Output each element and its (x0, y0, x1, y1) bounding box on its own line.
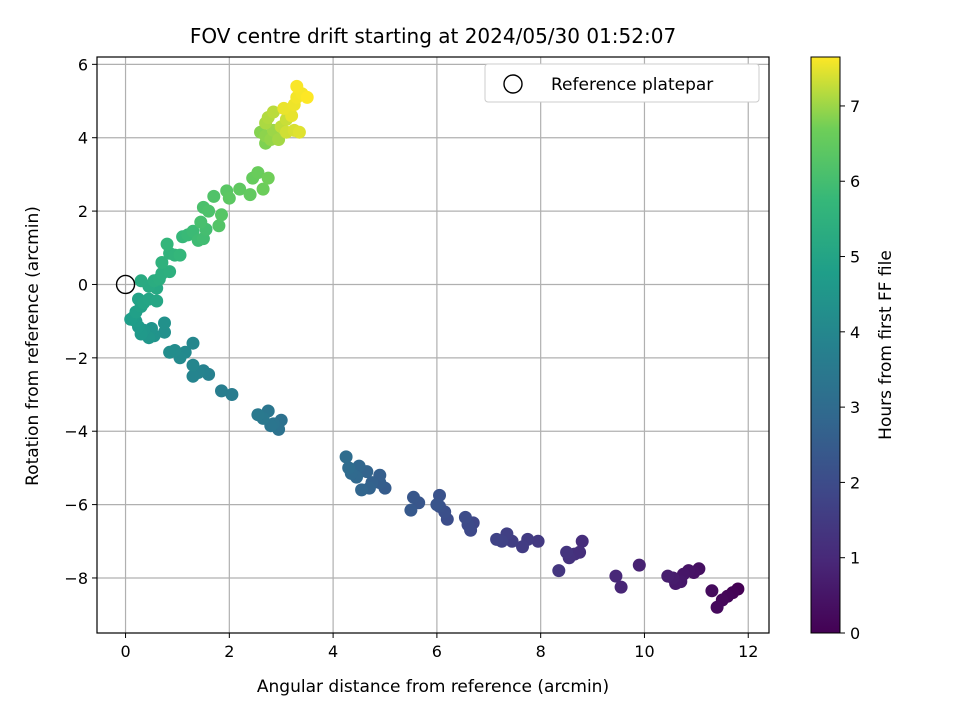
x-tick-label: 2 (224, 642, 234, 661)
data-point (355, 483, 369, 497)
data-point (552, 564, 566, 578)
data-point (215, 208, 228, 222)
data-point (560, 545, 574, 559)
data-point (222, 191, 236, 205)
data-point (173, 248, 187, 262)
data-point (710, 600, 724, 614)
x-tick-label: 8 (536, 642, 546, 661)
data-point (516, 540, 529, 554)
data-point (158, 316, 171, 330)
y-tick-label: 2 (78, 202, 88, 221)
data-point (212, 219, 226, 233)
data-point (300, 90, 314, 104)
grid-lines (97, 57, 769, 633)
data-point (155, 256, 169, 269)
data-point (609, 569, 623, 583)
x-tick-label: 4 (328, 642, 338, 661)
colorbar-tick-label: 0 (850, 624, 860, 643)
colorbar-tick-label: 4 (850, 323, 860, 342)
data-point (661, 569, 675, 583)
x-tick-label: 12 (738, 642, 758, 661)
colorbar-label: Hours from first FF file (876, 250, 896, 440)
data-point (251, 166, 265, 180)
colorbar (810, 56, 841, 634)
data-point (531, 534, 545, 548)
y-tick-label: 6 (78, 55, 88, 74)
y-tick-label: 4 (78, 129, 88, 148)
data-point (458, 510, 472, 524)
y-tick-label: −2 (64, 349, 88, 368)
legend: Reference platepar (484, 63, 760, 103)
legend-box (484, 63, 760, 103)
data-point (163, 265, 177, 279)
x-tick-label: 0 (120, 642, 130, 661)
colorbar-tick-label: 1 (850, 549, 860, 568)
x-tick-label: 10 (634, 642, 654, 661)
data-point (186, 336, 200, 350)
legend-label: Reference platepar (551, 75, 713, 95)
y-tick-label: −8 (64, 569, 88, 588)
x-axis-label: Angular distance from reference (arcmin) (257, 677, 609, 697)
data-point (233, 182, 247, 196)
data-point (632, 558, 646, 572)
data-point (158, 325, 171, 339)
data-point (160, 237, 174, 251)
y-tick-label: 0 (78, 275, 88, 294)
y-axis-label: Rotation from reference (arcmin) (23, 206, 43, 486)
data-point (225, 388, 239, 401)
data-point (404, 503, 418, 517)
legend-marker-icon (503, 74, 523, 94)
data-point (292, 125, 306, 139)
data-point (407, 490, 420, 504)
data-point (614, 580, 628, 594)
data-point (575, 534, 589, 548)
data-point (256, 182, 270, 196)
data-point (266, 105, 280, 119)
data-point (490, 532, 504, 546)
data-point (277, 101, 291, 115)
x-tick-label: 6 (432, 642, 442, 661)
data-point (215, 384, 228, 398)
y-tick-label: −4 (64, 422, 88, 441)
data-point (339, 450, 353, 464)
data-point (186, 369, 200, 383)
colorbar-tick-label: 2 (850, 473, 860, 492)
data-point (243, 188, 257, 202)
data-point (430, 498, 444, 512)
scatter-points (115, 79, 745, 614)
plot-frame (96, 56, 770, 634)
colorbar-tick-label: 6 (850, 172, 860, 191)
data-point (290, 79, 304, 93)
colorbar-tick-label: 5 (850, 248, 860, 267)
reference-point-marker (115, 274, 136, 295)
chart-title: FOV centre drift starting at 2024/05/30 … (190, 24, 676, 48)
data-point (202, 204, 216, 218)
colorbar-ticks: 0 1 2 3 4 5 6 7 (840, 97, 860, 643)
data-point (150, 294, 164, 308)
colorbar-tick-label: 7 (850, 97, 860, 116)
data-point (251, 408, 265, 422)
colorbar-tick-label: 3 (850, 398, 860, 417)
data-point (194, 215, 208, 229)
axis-ticks: 0 2 4 6 8 10 12 −8 −6 −4 −2 0 2 4 6 (64, 55, 758, 661)
data-point (261, 171, 275, 185)
data-point (163, 345, 177, 359)
data-point (207, 189, 221, 203)
data-point (342, 461, 356, 475)
data-point (705, 584, 719, 598)
data-point (186, 358, 200, 372)
y-tick-label: −6 (64, 496, 88, 515)
data-point (134, 274, 148, 288)
